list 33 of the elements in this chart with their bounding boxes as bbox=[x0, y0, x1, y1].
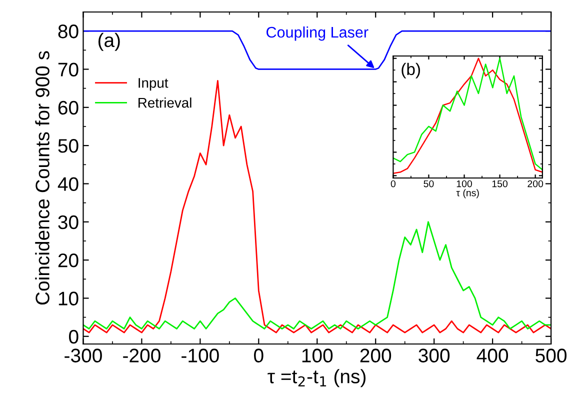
y-tick-label: 0 bbox=[69, 330, 78, 344]
y-tick-label: 70 bbox=[58, 62, 78, 76]
x-tick-label: 400 bbox=[476, 348, 508, 362]
y-tick-label: 30 bbox=[58, 215, 78, 230]
x-axis-title: τ (ns) bbox=[456, 189, 479, 198]
annotation: (a) bbox=[98, 32, 120, 51]
x-tick-label: -200 bbox=[123, 348, 160, 362]
x-tick-label: 0 bbox=[390, 180, 396, 188]
x-tick-label: -300 bbox=[64, 348, 102, 362]
x-tick-label: 300 bbox=[418, 348, 450, 362]
line-series bbox=[83, 221, 552, 330]
y-tick-label: 80 bbox=[58, 24, 78, 38]
y-tick-label: 20 bbox=[58, 254, 78, 268]
x-tick-label: 200 bbox=[528, 180, 544, 188]
y-tick-label: 10 bbox=[58, 292, 78, 306]
x-tick-label: 0 bbox=[254, 348, 264, 362]
y-tick-label: 60 bbox=[58, 100, 78, 115]
x-tick-label: 100 bbox=[302, 348, 333, 362]
legend-label: Input bbox=[138, 78, 168, 91]
legend-label: Retrieval bbox=[138, 98, 192, 108]
y-axis-title: Coincidence Counts for 900 s bbox=[35, 51, 50, 305]
annotation: Coupling Laser bbox=[266, 26, 368, 41]
annotation: (b) bbox=[402, 62, 420, 78]
x-tick-label: 50 bbox=[424, 180, 434, 188]
y-tick-label: 50 bbox=[58, 139, 78, 153]
x-tick-label: 150 bbox=[492, 180, 508, 188]
line-series bbox=[83, 80, 552, 334]
x-axis-title: τ =t$_{2}$-t$_{1}$ (ns) bbox=[268, 369, 366, 388]
x-tick-label: 100 bbox=[456, 180, 472, 188]
x-tick-label: 200 bbox=[360, 348, 392, 362]
y-tick-label: 40 bbox=[58, 177, 78, 191]
x-tick-label: 500 bbox=[536, 348, 566, 362]
x-tick-label: -100 bbox=[182, 348, 219, 362]
